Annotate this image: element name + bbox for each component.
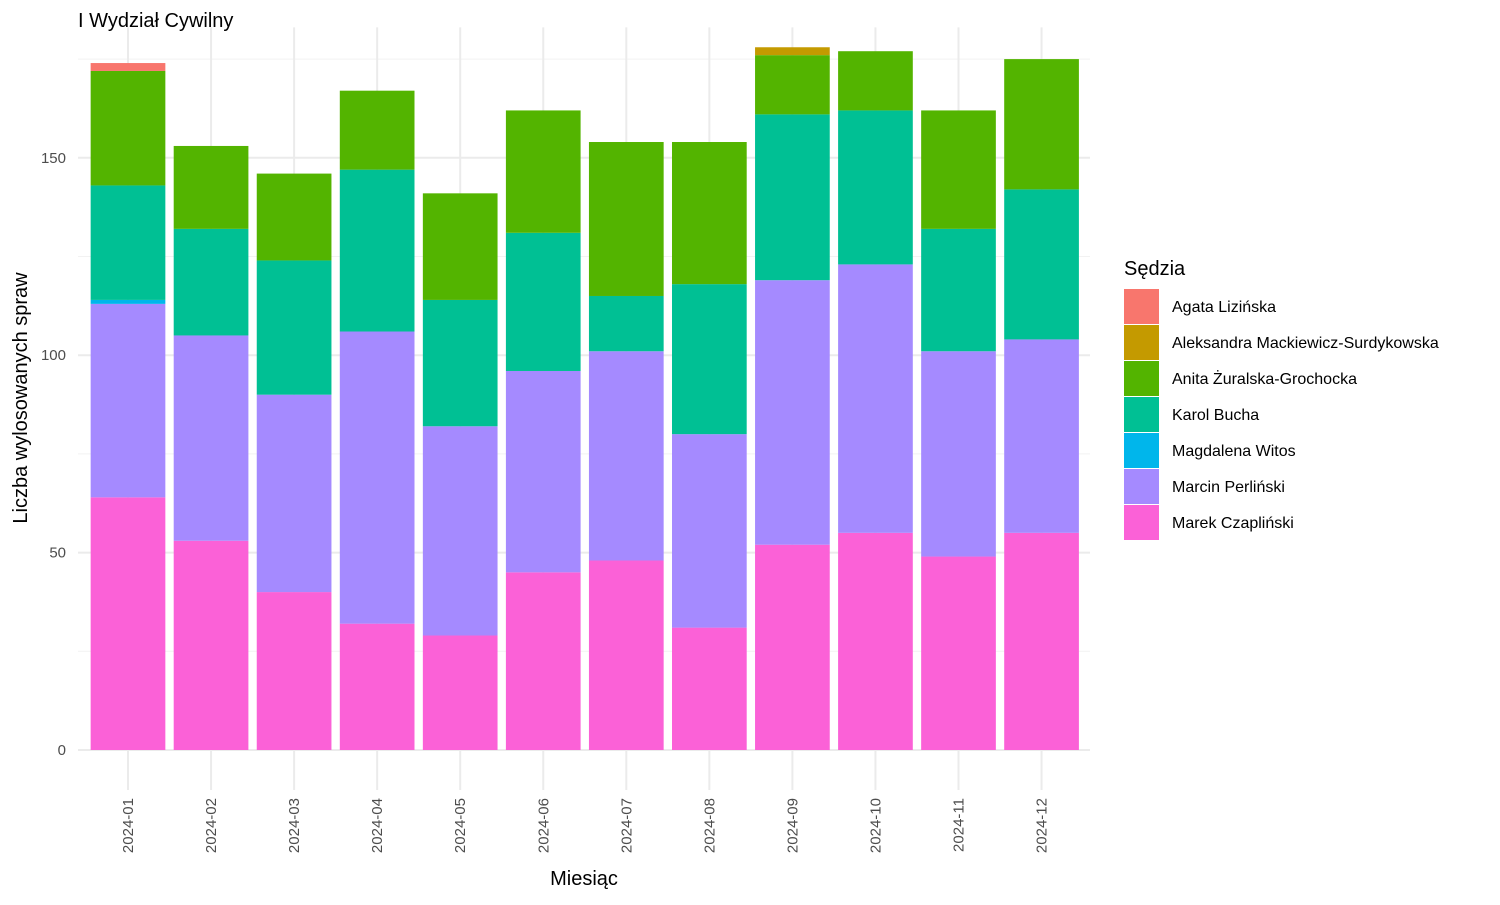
legend: Sędzia Agata Lizińska Aleksandra Mackiewi… — [1124, 258, 1439, 540]
bar-segment: Karol Bucha (2024-05): 32 — [422, 299, 498, 427]
bar-segment: Karol Bucha (2024-11): 31 — [921, 228, 996, 352]
legend-key — [1124, 469, 1159, 504]
bar-segment: Marcin Perliński (2024-04): 74 — [339, 331, 415, 624]
x-tick-label: 2024-02 — [203, 798, 220, 853]
bar-segment: Marcin Perliński (2024-09): 67 — [755, 280, 830, 545]
bar-segment: Karol Bucha (2024-08): 38 — [672, 284, 747, 435]
bar-segment: Marek Czapliński (2024-08): 31 — [672, 627, 747, 750]
legend-label: Aleksandra Mackiewicz-Surdykowska — [1172, 335, 1439, 352]
legend-label: Karol Bucha — [1172, 407, 1259, 424]
bar-segment: Karol Bucha (2024-09): 42 — [755, 114, 830, 281]
bar-segment: Karol Bucha (2024-06): 35 — [505, 232, 581, 371]
bar-segment: Marek Czapliński (2024-11): 49 — [921, 556, 996, 750]
bar-segment: Marek Czapliński (2024-01): 64 — [90, 497, 166, 750]
bar-segment: Marek Czapliński (2024-07): 48 — [588, 560, 664, 750]
legend-label: Marcin Perliński — [1172, 479, 1285, 496]
bar-segment: Karol Bucha (2024-04): 41 — [339, 169, 415, 332]
bar-segment: Aleksandra Mackiewicz-Surdykowska (2024-… — [755, 47, 830, 56]
legend-key — [1124, 433, 1159, 468]
bar-segment: Marcin Perliński (2024-02): 52 — [173, 335, 249, 541]
chart-title: I Wydział Cywilny — [78, 10, 233, 32]
legend-label: Magdalena Witos — [1172, 443, 1296, 460]
bar-segment: Marek Czapliński (2024-06): 45 — [505, 572, 581, 750]
legend-label: Agata Lizińska — [1172, 299, 1276, 316]
x-tick-label: 2024-03 — [286, 798, 303, 853]
bar-segment: Marek Czapliński (2024-04): 32 — [339, 623, 415, 750]
x-tick-label: 2024-04 — [369, 798, 386, 853]
x-tick-label: 2024-01 — [120, 798, 137, 853]
bar-segment: Marek Czapliński (2024-02): 53 — [173, 540, 249, 750]
bar-segment: Anita Żuralska-Grochocka (2024-02): 21 — [173, 145, 249, 229]
legend-label: Marek Czapliński — [1172, 515, 1294, 532]
y-tick-label: 100 — [41, 347, 66, 364]
bar-segment: Marcin Perliński (2024-08): 49 — [672, 434, 747, 628]
x-axis-title: Miesiąc — [550, 868, 618, 890]
legend-title: Sędzia — [1124, 258, 1186, 280]
bar-segment: Karol Bucha (2024-03): 34 — [256, 260, 332, 395]
bar-segment: Marcin Perliński (2024-07): 53 — [588, 351, 664, 561]
bar-segment: Marek Czapliński (2024-05): 29 — [422, 635, 498, 750]
x-tick-label: 2024-11 — [951, 798, 968, 852]
bar-segment: Anita Żuralska-Grochocka (2024-07): 39 — [588, 142, 664, 296]
x-tick-label: 2024-10 — [867, 798, 884, 853]
axis-layer: 0 50 100 150 2024-01 2024-02 2024-03 2024-04 202… — [41, 150, 1051, 853]
bar-segment: Marek Czapliński (2024-03): 40 — [256, 592, 332, 750]
bar-segment: Anita Żuralska-Grochocka (2024-03): 22 — [256, 173, 332, 261]
x-tick-label: 2024-05 — [452, 798, 469, 853]
bar-segment: Anita Żuralska-Grochocka (2024-06): 31 — [505, 110, 581, 233]
bar-segment: Anita Żuralska-Grochocka (2024-04): 20 — [339, 90, 415, 170]
y-tick-label: 0 — [58, 742, 66, 759]
bar-segment: Marcin Perliński (2024-10): 68 — [838, 264, 913, 533]
legend-key — [1124, 361, 1159, 396]
bar-segment: Anita Żuralska-Grochocka (2024-01): 29 — [90, 70, 166, 186]
bar-segment: Karol Bucha (2024-01): 29 — [90, 185, 166, 300]
x-tick-label: 2024-06 — [535, 798, 552, 853]
x-tick-label: 2024-12 — [1034, 798, 1051, 853]
bar-segment: Anita Żuralska-Grochocka (2024-12): 33 — [1004, 59, 1079, 190]
bar-segment: Marcin Perliński (2024-05): 53 — [422, 426, 498, 636]
legend-key — [1124, 505, 1159, 540]
legend-label: Anita Żuralska-Grochocka — [1172, 369, 1357, 388]
x-tick-label: 2024-09 — [784, 798, 801, 853]
bar-segment: Marek Czapliński (2024-10): 55 — [838, 532, 913, 750]
y-tick-label: 50 — [49, 545, 66, 562]
bar-segment: Karol Bucha (2024-07): 14 — [588, 295, 664, 352]
bar-segment: Marcin Perliński (2024-06): 51 — [505, 370, 581, 573]
legend-key — [1124, 289, 1159, 324]
y-tick-label: 150 — [41, 150, 66, 167]
bar-segment: Karol Bucha (2024-12): 38 — [1004, 189, 1079, 340]
bar-segment: Marcin Perliński (2024-12): 49 — [1004, 339, 1079, 533]
bars-layer: Marek Czapliński (2024-01): 64Marcin Per… — [90, 47, 1079, 750]
bar-segment: Marek Czapliński (2024-09): 52 — [755, 544, 830, 750]
bar-segment: Anita Żuralska-Grochocka (2024-11): 30 — [921, 110, 996, 229]
legend-key — [1124, 325, 1159, 360]
bar-segment: Karol Bucha (2024-02): 27 — [173, 228, 249, 336]
y-axis-title: Liczba wylosowanych spraw — [10, 272, 32, 524]
bar-segment: Karol Bucha (2024-10): 39 — [838, 110, 913, 265]
bar-segment: Marcin Perliński (2024-11): 52 — [921, 351, 996, 557]
bar-segment: Marcin Perliński (2024-03): 50 — [256, 394, 332, 593]
bar-segment: Anita Żuralska-Grochocka (2024-08): 36 — [672, 142, 747, 285]
bar-segment: Marcin Perliński (2024-01): 49 — [90, 303, 166, 498]
legend-key — [1124, 397, 1159, 432]
bar-segment: Agata Lizińska (2024-01): 2 — [90, 63, 166, 71]
bar-segment: Anita Żuralska-Grochocka (2024-09): 15 — [755, 55, 830, 115]
x-tick-label: 2024-07 — [618, 798, 635, 853]
bar-segment: Magdalena Witos (2024-01): 1 — [90, 299, 166, 304]
bar-segment: Anita Żuralska-Grochocka (2024-10): 15 — [838, 51, 913, 111]
x-tick-label: 2024-08 — [701, 798, 718, 853]
bar-segment: Anita Żuralska-Grochocka (2024-05): 27 — [422, 193, 498, 300]
bar-segment: Marek Czapliński (2024-12): 55 — [1004, 532, 1079, 750]
